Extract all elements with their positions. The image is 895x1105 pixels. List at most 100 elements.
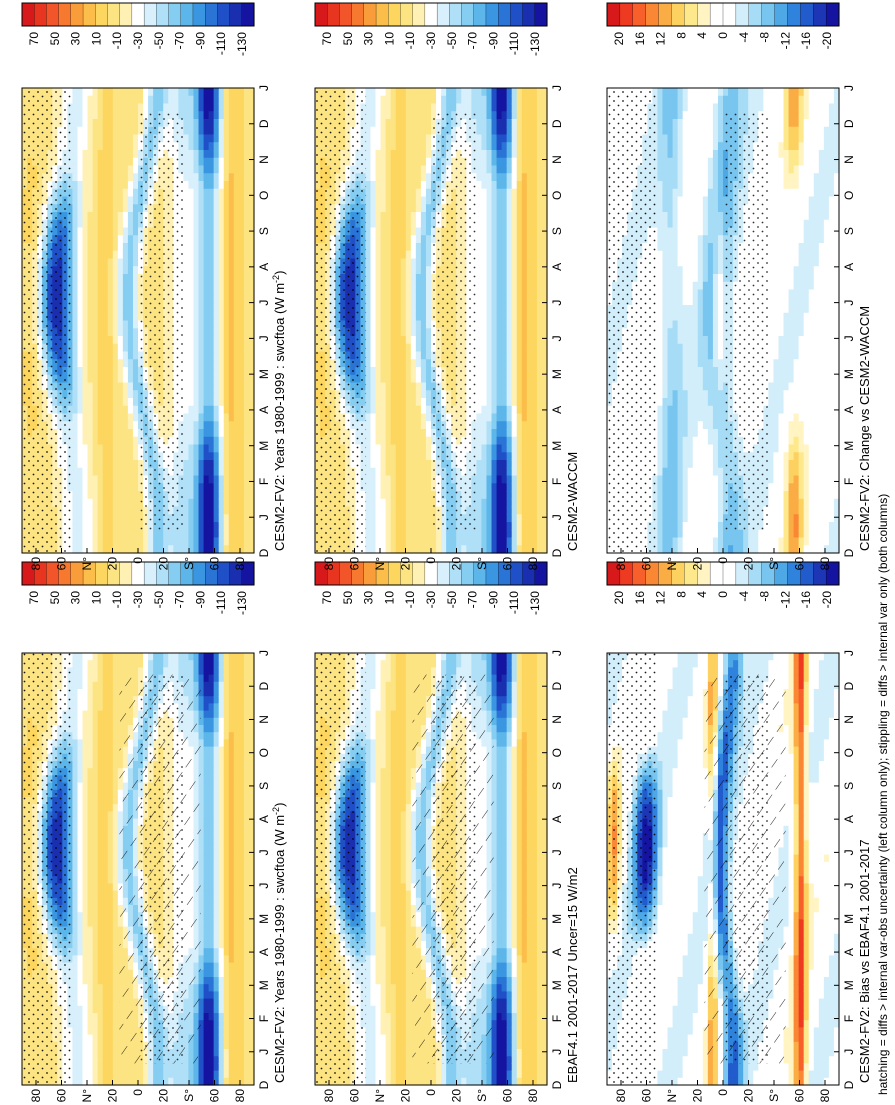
heatmap-cell <box>218 854 225 863</box>
heatmap-cell <box>223 775 230 784</box>
heatmap-cell <box>97 498 104 508</box>
heatmap-cell <box>97 984 104 992</box>
heatmap-cell <box>208 977 215 985</box>
heatmap-cell <box>238 1063 245 1072</box>
heatmap-cell <box>107 343 114 353</box>
heatmap-cell <box>203 753 210 762</box>
heatmap-cell <box>218 977 225 985</box>
heatmap-cell <box>87 266 94 275</box>
heatmap-cell <box>127 250 134 260</box>
heatmap-cell <box>77 998 84 1007</box>
heatmap-cell <box>243 1070 250 1079</box>
heatmap-cell <box>238 977 245 985</box>
heatmap-cell <box>97 95 104 105</box>
heatmap-cell <box>112 833 119 841</box>
heatmap-cell <box>92 1020 99 1028</box>
heatmap-cell <box>163 545 169 554</box>
heatmap-cell <box>77 1005 84 1014</box>
heatmap-cell <box>102 725 109 733</box>
heatmap-cell <box>92 119 99 128</box>
heatmap-cell <box>148 95 154 105</box>
heatmap-cell <box>148 1070 154 1079</box>
heatmap-cell <box>198 753 205 762</box>
heatmap-cell <box>97 258 104 267</box>
heatmap-cell <box>132 498 139 508</box>
heatmap-cell <box>183 667 190 676</box>
heatmap-cell <box>188 88 195 97</box>
heatmap-cell <box>193 529 200 539</box>
heatmap-cell <box>82 157 89 167</box>
heatmap-cell <box>87 491 94 500</box>
heatmap-cell <box>223 905 230 913</box>
heatmap-cell <box>77 491 84 500</box>
heatmap-cell <box>82 797 89 805</box>
heatmap-cell <box>127 219 134 229</box>
heatmap-cell <box>107 413 114 422</box>
heatmap-cell <box>248 847 255 856</box>
heatmap-cell <box>218 897 225 906</box>
heatmap-cell <box>132 405 139 415</box>
heatmap-cell <box>228 696 235 704</box>
heatmap-cell <box>203 782 210 791</box>
heatmap-cell <box>127 405 134 415</box>
heatmap-cell <box>243 876 250 884</box>
heatmap-cell <box>97 421 104 430</box>
heatmap-cell <box>203 696 210 704</box>
heatmap-cell <box>208 667 215 676</box>
heatmap-cell <box>228 761 235 769</box>
heatmap-cell <box>238 768 245 776</box>
colorbar-label: -110 <box>214 591 228 614</box>
heatmap-cell <box>238 1027 245 1036</box>
heatmap-cell <box>223 739 230 748</box>
heatmap-cell <box>213 897 220 906</box>
heatmap-cell <box>203 818 210 827</box>
heatmap-cell <box>198 732 205 740</box>
heatmap-cell <box>97 351 104 360</box>
heatmap-cell <box>92 1077 99 1086</box>
heatmap-cell <box>97 833 104 841</box>
heatmap-cell <box>188 188 195 198</box>
heatmap-cell <box>72 861 79 870</box>
heatmap-cell <box>233 768 240 776</box>
heatmap-cell <box>92 876 99 884</box>
heatmap-cell <box>102 444 109 453</box>
heatmap-cell <box>198 436 205 446</box>
heatmap-cell <box>87 382 94 391</box>
heatmap-cell <box>122 173 129 182</box>
heatmap-cell <box>233 674 240 683</box>
heatmap-cell <box>77 933 84 942</box>
heatmap-cell <box>198 667 205 676</box>
heatmap-cell <box>92 398 99 407</box>
heatmap-cell <box>92 919 99 928</box>
heatmap-cell <box>233 789 240 798</box>
heatmap-cell <box>92 991 99 1000</box>
heatmap-cell <box>77 897 84 906</box>
heatmap-cell <box>87 95 94 105</box>
heatmap-cell <box>117 452 124 461</box>
heatmap-cell <box>138 537 144 546</box>
heatmap-cell <box>198 181 205 190</box>
heatmap-cell <box>193 506 200 515</box>
heatmap-cell <box>92 157 99 167</box>
heatmap-cell <box>223 804 230 812</box>
heatmap-cell <box>117 374 124 384</box>
heatmap-cell <box>112 142 119 151</box>
heatmap-cell <box>163 660 169 668</box>
heatmap-cell <box>173 1077 179 1086</box>
heatmap-cell <box>107 382 114 391</box>
heatmap-cell <box>107 1027 114 1036</box>
heatmap-cell <box>107 1077 114 1086</box>
heatmap-cell <box>97 196 104 205</box>
heatmap-cell <box>87 969 94 978</box>
heatmap-cell <box>77 703 84 712</box>
heatmap-cell <box>102 1005 109 1014</box>
heatmap-cell <box>193 436 200 446</box>
heatmap-cell <box>248 969 255 978</box>
heatmap-cell <box>203 789 210 798</box>
heatmap-cell <box>122 266 129 275</box>
heatmap-cell <box>243 1063 250 1072</box>
heatmap-cell <box>92 969 99 978</box>
heatmap-cell <box>213 696 220 704</box>
heatmap-cell <box>72 1013 79 1021</box>
heatmap-cell <box>228 710 235 719</box>
